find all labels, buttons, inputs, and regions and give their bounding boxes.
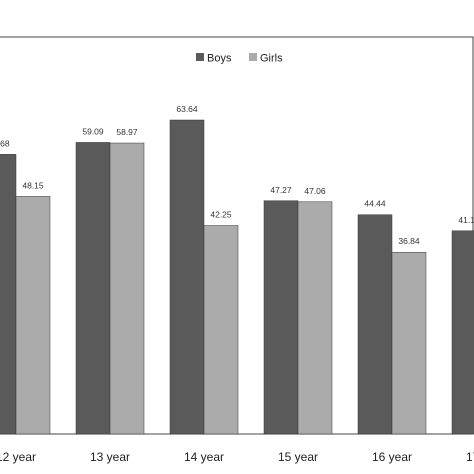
bar-boys-4 <box>263 200 299 435</box>
data-label-boys-5: 44.44 <box>364 199 386 209</box>
bar-boys-1 <box>0 154 17 435</box>
x-tick-label-2: 13 year <box>90 450 130 464</box>
legend-label-girls: Girls <box>260 53 283 65</box>
bar-boys-5 <box>357 214 393 435</box>
bar-boys-6 <box>451 230 474 435</box>
data-label-girls-4: 47.06 <box>304 186 326 196</box>
bar-boys-3 <box>169 119 205 435</box>
data-label-girls-2: 58.97 <box>116 127 138 137</box>
x-tick-label-4: 15 year <box>278 450 318 464</box>
x-tick-label-5: 16 year <box>372 450 412 464</box>
x-tick-label-3: 14 year <box>184 450 224 464</box>
data-label-boys-3: 63.64 <box>176 104 198 114</box>
bar-boys-2 <box>75 142 111 435</box>
data-label-girls-1: 48.15 <box>22 180 44 190</box>
legend: Boys Girls <box>196 53 283 65</box>
legend-swatch-boys <box>196 53 204 61</box>
x-tick-label-6: 17 year <box>466 450 474 464</box>
x-tick-label-1: 12 year <box>0 450 36 464</box>
data-label-boys-4: 47.27 <box>270 185 292 195</box>
bar-girls-5 <box>391 251 427 435</box>
data-labels: 56.68 48.15 59.09 58.97 63.64 42.25 47.27 47.06… <box>0 104 474 246</box>
bar-girls-2 <box>109 142 145 435</box>
bar-girls-1 <box>15 196 51 435</box>
bar-girls-4 <box>297 201 333 435</box>
bar-girls-3 <box>203 225 239 435</box>
data-label-boys-2: 59.09 <box>82 126 104 136</box>
legend-label-boys: Boys <box>207 53 232 65</box>
data-label-girls-5: 36.84 <box>398 236 420 246</box>
data-label-girls-3: 42.25 <box>210 210 232 220</box>
data-label-boys-1: 56.68 <box>0 138 10 148</box>
legend-swatch-girls <box>249 53 257 61</box>
x-tick-labels: 12 year 13 year 14 year 15 year 16 year 17 ye… <box>0 450 474 464</box>
data-label-boys-6: 41.18 <box>458 215 474 225</box>
bars <box>0 119 474 435</box>
